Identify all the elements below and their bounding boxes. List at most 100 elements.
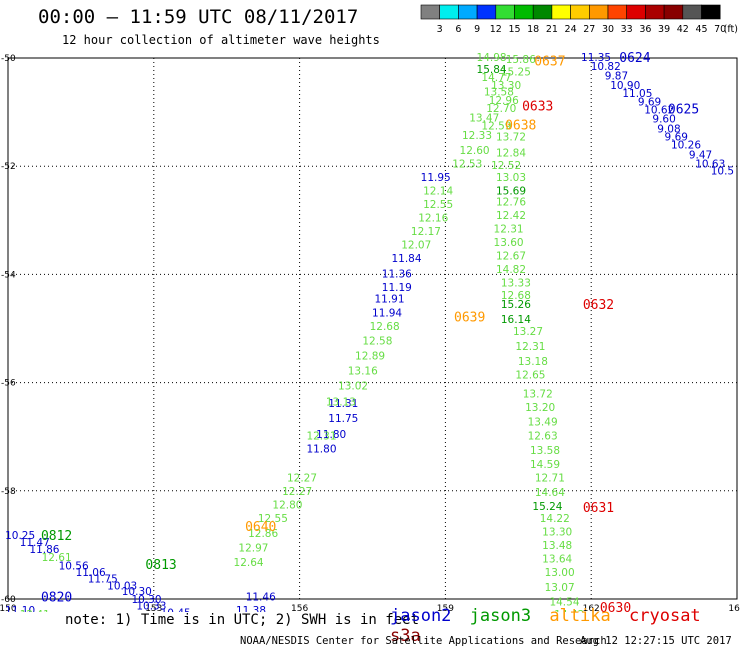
- wave-height-label: 12.31: [306, 431, 336, 443]
- wave-height-label: 10.30: [122, 586, 152, 598]
- wave-height-label: 12.86: [248, 528, 278, 540]
- colorbar-tick-label: 3: [437, 24, 443, 35]
- pass-time-label: 0812: [41, 529, 72, 544]
- wave-height-label: 11.19: [382, 282, 412, 294]
- wave-height-label: 13.60: [494, 237, 524, 249]
- chart-title: 00:00 – 11:59 UTC 08/11/2017: [38, 6, 359, 28]
- wave-height-label: 10.82: [591, 61, 621, 73]
- wave-height-label: 10.5: [711, 166, 734, 178]
- pass-time-label: 0820: [41, 590, 72, 605]
- x-tick-label: 162: [583, 604, 600, 612]
- wave-height-label: 13.33: [501, 278, 531, 290]
- wave-height-label: 10.45: [161, 608, 191, 612]
- pass-time-label: 0638: [505, 119, 536, 134]
- colorbar-swatch: [701, 4, 721, 20]
- wave-height-label: 13.16: [348, 366, 378, 378]
- wave-height-label: 13.48: [542, 540, 572, 552]
- wave-height-label: 14.22: [540, 513, 570, 525]
- x-tick-label: 156: [291, 604, 308, 612]
- wave-height-label: 13.64: [542, 553, 572, 565]
- wave-height-label: 12.97: [238, 543, 268, 555]
- wave-height-label: 12.53: [452, 158, 482, 170]
- wave-height-label: 14.54: [549, 597, 579, 609]
- x-tick-label: 165: [728, 604, 740, 612]
- wave-height-label: 10.62: [644, 104, 674, 116]
- colorbar-tick-label: 30: [602, 24, 614, 35]
- wave-height-label: 12.68: [370, 321, 400, 333]
- colorbar-legend: 3 6 9 12 15 18 21 24 27 30 33 36 39 42 45 70(ft): [420, 4, 738, 35]
- wave-height-label: 13.72: [496, 131, 526, 143]
- wave-height-label: 12.41: [20, 609, 50, 612]
- wave-height-label: 13.30: [491, 80, 521, 92]
- wave-height-label: 16.14: [501, 314, 531, 326]
- wave-height-label: 10.03: [107, 580, 137, 592]
- pass-time-label: 0639: [454, 311, 485, 326]
- colorbar-tick-label: 6: [455, 24, 461, 35]
- wave-height-label: 10.26: [671, 140, 701, 152]
- pass-time-label: 0630: [600, 601, 631, 612]
- generated-timestamp: Aug 12 12:27:15 UTC 2017: [580, 635, 732, 647]
- pass-time-label: 0640: [245, 520, 276, 535]
- wave-height-label: 12.31: [515, 341, 545, 353]
- wave-height-label: 11.38: [236, 605, 266, 612]
- wave-height-label: 11.84: [391, 253, 421, 265]
- chart-subtitle: 12 hour collection of altimeter wave hei…: [62, 33, 380, 47]
- wave-height-label: 13.18: [518, 356, 548, 368]
- wave-height-label: 9.87: [605, 70, 628, 82]
- wave-height-label: 12.27: [287, 472, 317, 484]
- colorbar-tick-label: 36: [639, 24, 651, 35]
- wave-height-label: 12.84: [496, 148, 526, 160]
- wave-height-label: 13.13: [326, 397, 356, 409]
- wave-height-label: 13.02: [338, 380, 368, 392]
- wave-height-label: 9.47: [689, 149, 712, 161]
- x-tick-label: 153: [145, 604, 162, 612]
- wave-height-label: 10.56: [59, 560, 89, 572]
- wave-height-label: 11.80: [306, 444, 336, 456]
- colorbar-unit: (ft): [724, 24, 738, 35]
- wave-height-label: 12.55: [258, 513, 288, 525]
- wave-height-label: 12.55: [423, 199, 453, 211]
- wave-height-label: 9.60: [652, 114, 675, 126]
- wave-height-label: 10.63: [695, 158, 725, 170]
- wave-height-label: 10.90: [610, 80, 640, 92]
- legend-jason2: jason2: [390, 606, 452, 626]
- wave-height-label: 12.07: [401, 240, 431, 252]
- wave-height-label: 13.58: [530, 445, 560, 457]
- credit-text: NOAA/NESDIS Center for Satellite Applica…: [240, 635, 607, 647]
- pass-time-label: 0632: [583, 298, 614, 313]
- wave-height-label: 11.05: [622, 88, 652, 100]
- wave-height-label: 11.06: [76, 567, 106, 579]
- wave-height-label: 12.65: [515, 369, 545, 381]
- colorbar-tick-label: 45: [695, 24, 707, 35]
- colorbar-tick-label: 15: [508, 24, 520, 35]
- wave-height-label: 11.35: [581, 52, 611, 64]
- wave-height-label: 13.47: [469, 113, 499, 125]
- pass-time-label: 0631: [583, 501, 614, 516]
- legend-cryosat: cryosat: [629, 606, 701, 626]
- wave-height-label: 11.31: [328, 398, 358, 410]
- wave-height-label: 12.31: [494, 223, 524, 235]
- wave-height-label: 12.96: [489, 95, 519, 107]
- colorbar-tick-label: 33: [621, 24, 633, 35]
- wave-height-label: 11.47: [20, 537, 50, 549]
- wave-height-label: 12.76: [496, 196, 526, 208]
- wave-height-label: 13.30: [542, 526, 572, 538]
- pass-time-label: 0625: [668, 102, 699, 117]
- y-tick-label: -52: [1, 162, 16, 172]
- wave-height-label: 12.68: [501, 290, 531, 302]
- wave-height-label: 12.89: [355, 351, 385, 363]
- wave-height-label: 11.10: [5, 605, 35, 612]
- colorbar-tick-label: 70: [714, 24, 726, 35]
- wave-height-label: 15.24: [532, 501, 562, 513]
- wave-height-label: 12.14: [423, 186, 453, 198]
- wave-height-label: 10.33: [136, 600, 166, 612]
- legend-s3a: s3a: [390, 626, 421, 646]
- pass-time-label: 0624: [619, 51, 650, 66]
- wave-height-label: 12.59: [481, 121, 511, 133]
- wave-height-label: 11.95: [421, 172, 451, 184]
- wave-height-label: 15.26: [501, 299, 531, 311]
- colorbar-tick-label: 42: [677, 24, 689, 35]
- wave-height-label: 13.00: [545, 567, 575, 579]
- wave-height-label: 11.75: [328, 413, 358, 425]
- colorbar-tick-label: 21: [546, 24, 558, 35]
